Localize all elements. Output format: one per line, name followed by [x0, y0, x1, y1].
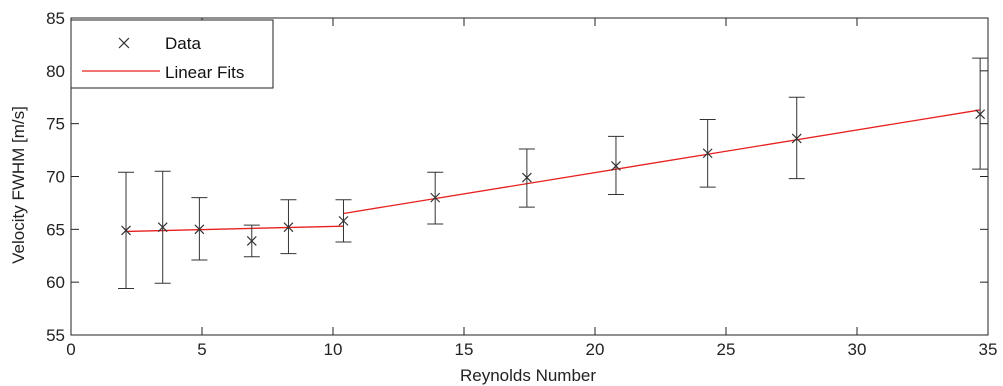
data-point — [611, 161, 621, 171]
legend-label-fit: Linear Fits — [165, 63, 244, 82]
x-tick-label: 0 — [66, 340, 75, 359]
data-points — [118, 57, 989, 290]
x-tick-label: 25 — [717, 340, 736, 359]
y-tick-label: 85 — [46, 9, 65, 28]
y-axis: 55 60 65 70 75 80 85 — [46, 9, 988, 345]
legend-marker-icon — [118, 37, 130, 49]
x-axis: 0 5 10 15 20 25 30 35 — [66, 18, 997, 359]
data-point — [702, 148, 713, 159]
data-point-stroke — [283, 222, 294, 233]
x-tick-label: 10 — [324, 340, 343, 359]
data-point — [283, 222, 294, 233]
fit-lines — [126, 109, 981, 233]
y-tick-label: 55 — [46, 326, 65, 345]
data-point — [791, 133, 802, 144]
data-point-stroke — [791, 133, 802, 144]
y-tick-label: 80 — [46, 62, 65, 81]
y-axis-label: Velocity FWHM [m/s] — [9, 106, 28, 264]
data-point-stroke — [702, 148, 713, 159]
data-point-stroke — [338, 215, 349, 226]
x-tick-label: 30 — [848, 340, 867, 359]
data-point — [121, 225, 131, 236]
y-tick-label: 70 — [46, 168, 65, 187]
data-point — [338, 215, 349, 226]
x-tick-label: 5 — [197, 340, 206, 359]
x-tick-label: 15 — [455, 340, 474, 359]
data-point — [194, 224, 205, 235]
legend: Data Linear Fits — [70, 19, 274, 89]
data-point — [157, 222, 168, 233]
data-point-stroke — [521, 172, 532, 183]
x-tick-label: 20 — [586, 340, 605, 359]
x-tick-label: 35 — [979, 340, 998, 359]
data-point-stroke — [611, 161, 621, 171]
x-axis-label: Reynolds Number — [460, 366, 596, 385]
data-point — [246, 236, 257, 246]
data-point-stroke — [430, 192, 441, 203]
data-point-stroke — [975, 109, 986, 120]
legend-label-data: Data — [165, 34, 201, 53]
data-point — [521, 172, 532, 183]
y-tick-label: 65 — [46, 220, 65, 239]
y-tick-label: 60 — [46, 273, 65, 292]
legend-box — [70, 19, 274, 89]
data-point-stroke — [246, 236, 257, 246]
data-point-stroke — [194, 224, 205, 235]
data-point-stroke — [121, 225, 131, 236]
data-point — [975, 109, 986, 120]
data-point — [430, 192, 441, 203]
data-point-stroke — [157, 222, 168, 233]
fit-line-segment — [343, 109, 981, 215]
y-tick-label: 75 — [46, 115, 65, 134]
